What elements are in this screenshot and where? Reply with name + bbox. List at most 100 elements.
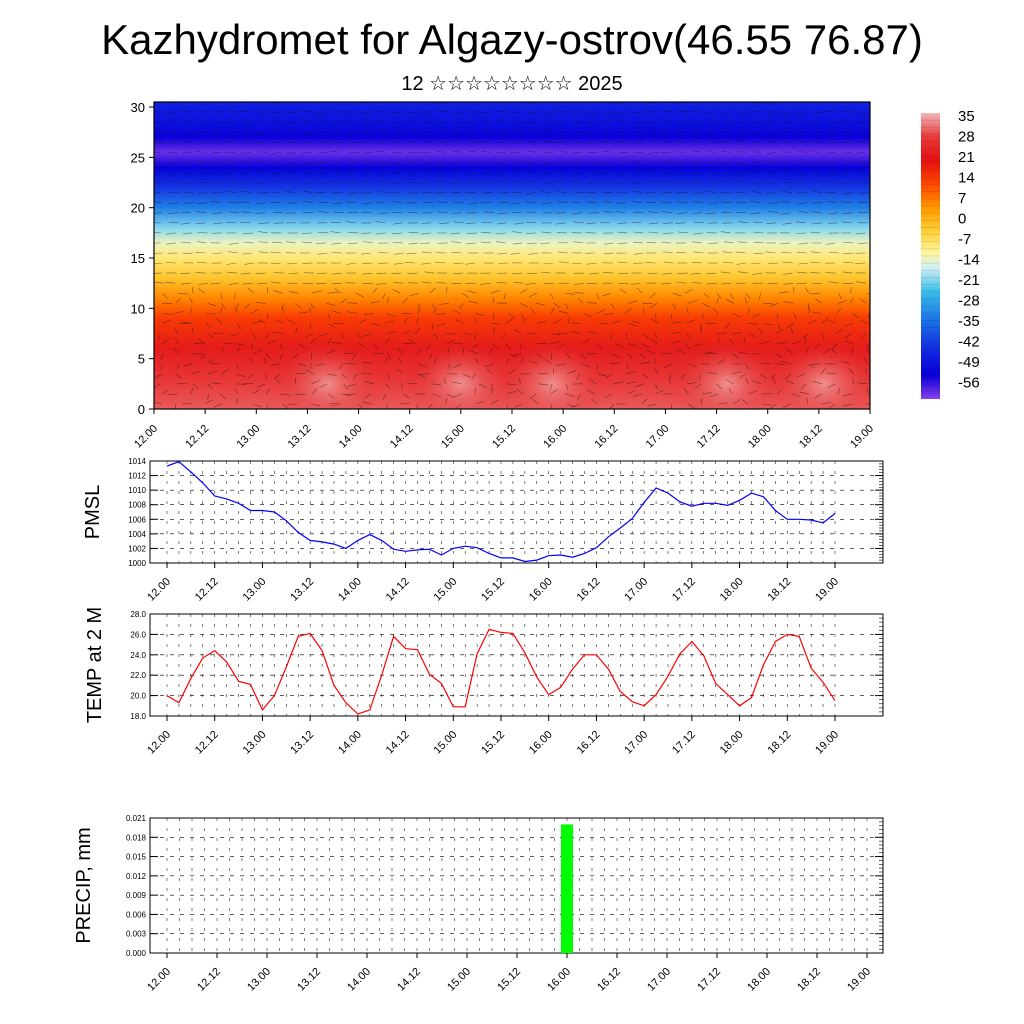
wind-barb [721, 162, 732, 164]
wind-barb [709, 393, 719, 398]
wind-barb [191, 370, 201, 375]
wind-barb [154, 373, 163, 379]
wind-barb [310, 303, 315, 310]
wind-barb [723, 172, 734, 174]
wind-barb [166, 242, 176, 245]
wind-barb [330, 130, 341, 133]
x-tick-label: 17.12 [670, 729, 698, 757]
wind-barb [825, 242, 836, 245]
page-title: Kazhydromet for Algazy-ostrov(46.55 76.8… [101, 16, 923, 63]
wind-barb [328, 393, 335, 399]
x-tick-label: 14.00 [337, 423, 365, 451]
wind-barb [745, 293, 751, 299]
wind-barb [542, 202, 552, 205]
wind-barb [318, 152, 329, 154]
wind-barb [270, 363, 281, 366]
wind-barb [309, 363, 312, 370]
wind-barb [677, 231, 688, 234]
wind-barb [234, 307, 239, 314]
wind-barb [765, 251, 776, 254]
wind-barb [393, 282, 404, 284]
wind-barb [247, 288, 255, 294]
wind-barb [558, 201, 568, 203]
wind-barb [305, 333, 314, 338]
x-tick-label: 17.00 [645, 966, 673, 994]
wind-barb [662, 251, 673, 254]
x-tick-label: 16.00 [545, 966, 573, 994]
wind-barb [157, 333, 161, 340]
wind-barb [506, 383, 517, 386]
wind-barb [419, 373, 431, 375]
wind-barb [868, 313, 870, 320]
wind-barb [435, 180, 446, 183]
wind-barb [573, 241, 584, 244]
wind-barb [572, 181, 583, 183]
wind-barb [766, 182, 777, 184]
wind-barb [586, 353, 597, 355]
wind-barb [528, 360, 538, 364]
wind-barb [240, 201, 251, 203]
wind-barb [616, 191, 627, 193]
wind-barb [282, 307, 284, 314]
y-tick-label: 26.0 [130, 630, 146, 639]
wind-barb [421, 251, 432, 254]
wind-barb [429, 353, 433, 360]
wind-barb [258, 241, 269, 244]
wind-barb [265, 353, 271, 360]
wind-barb [586, 222, 597, 225]
wind-barb [737, 201, 748, 203]
x-tick-label: 12.00 [132, 423, 160, 451]
wind-barb [408, 130, 419, 133]
wind-barb [520, 357, 524, 364]
wind-barb [437, 211, 448, 213]
wind-barb [400, 403, 411, 405]
wind-barb [408, 339, 416, 344]
wind-barb [866, 347, 869, 354]
wind-barb [331, 403, 341, 407]
x-tick-label: 19.00 [813, 576, 841, 604]
wind-barb [785, 379, 794, 385]
wind-barb [821, 333, 824, 340]
colorbar-label: -56 [958, 375, 980, 392]
wind-barb [433, 357, 438, 364]
wind-barb [735, 162, 746, 165]
wind-barb [798, 211, 809, 213]
wind-barb [738, 121, 749, 123]
wind-barb [810, 231, 821, 234]
wind-barb [648, 231, 659, 234]
wind-barb [780, 111, 791, 114]
wind-barb [628, 343, 638, 347]
wind-barb [780, 201, 791, 203]
warm-core [405, 338, 516, 409]
wind-barb [679, 111, 690, 113]
wind-barb [807, 363, 815, 369]
wind-barb [611, 320, 621, 324]
wind-barb [358, 319, 367, 324]
x-tick-label: 15.00 [445, 966, 473, 994]
wind-barb [445, 333, 456, 335]
wind-barb [210, 201, 221, 203]
wind-barb [811, 311, 822, 314]
wind-barb [571, 162, 582, 164]
wind-barb [617, 231, 628, 234]
wind-barb [753, 231, 764, 234]
wind-barb [700, 363, 711, 365]
wind-barb [589, 272, 600, 275]
wind-barb [154, 111, 161, 113]
wind-barb [858, 161, 869, 163]
wind-barb [587, 182, 597, 185]
wind-barb [573, 292, 584, 294]
x-tick-label: 18.00 [718, 576, 746, 604]
wind-barb [717, 293, 722, 299]
wind-barb [676, 281, 687, 284]
warm-core [272, 338, 383, 409]
wind-barb [753, 182, 764, 185]
wind-barb [169, 180, 179, 183]
wind-barb [567, 370, 576, 375]
wind-barb [408, 231, 419, 234]
wind-barb [700, 323, 703, 330]
wind-barb [855, 141, 866, 143]
wind-barb [631, 201, 642, 203]
wind-barb [783, 282, 794, 285]
wind-barb [375, 232, 386, 235]
